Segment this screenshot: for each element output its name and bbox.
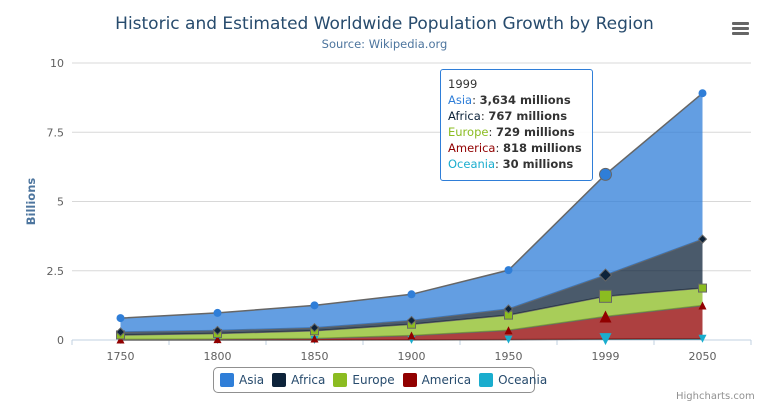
tooltip-row: America: 818 millions (448, 141, 582, 155)
x-tick-label: 2050 (689, 350, 717, 363)
y-axis-title: Billions (24, 178, 38, 226)
tooltip-value: 30 millions (502, 157, 574, 171)
marker-asia (504, 266, 513, 275)
legend: Asia Africa Europe America Oceania (213, 367, 547, 393)
x-tick-label: 1950 (495, 350, 523, 363)
legend-item-asia[interactable]: Asia (220, 373, 264, 387)
chart-title: Historic and Estimated Worldwide Populat… (115, 14, 654, 34)
marker-africa (115, 327, 126, 337)
area-asia (120, 93, 703, 332)
legend-item-europe[interactable]: Europe (333, 373, 395, 387)
tooltip-series-name: America (448, 141, 496, 155)
marker-oceania (599, 333, 612, 346)
marker-asia (213, 308, 222, 317)
chart-subtitle: Source: Wikipedia.org (321, 37, 448, 51)
tooltip-header: 1999 (448, 77, 478, 91)
marker-asia (116, 314, 125, 323)
marker-europe (698, 283, 707, 293)
legend-label: Asia (239, 373, 265, 387)
tooltip-row: Asia: 3,634 millions (448, 93, 571, 107)
legend-item-america[interactable]: America (402, 373, 472, 387)
marker-africa (406, 315, 417, 326)
marker-asia (407, 290, 416, 299)
legend-label: Africa (291, 373, 326, 387)
credits-link[interactable]: Highcharts.com (676, 391, 755, 402)
marker-asia (599, 167, 612, 181)
marker-africa (309, 323, 320, 333)
x-tick-label: 1800 (204, 350, 232, 363)
tooltip-series-name: Europe (448, 125, 489, 139)
y-tick-label: 0 (57, 334, 64, 347)
area-africa (120, 239, 703, 335)
y-tick-label: 7.5 (47, 126, 65, 139)
marker-america (504, 326, 513, 335)
legend-label: America (421, 373, 472, 387)
marker-africa (212, 325, 223, 336)
x-tick-label: 1850 (301, 350, 329, 363)
marker-europe (599, 289, 612, 303)
legend-swatch (479, 373, 494, 387)
marker-america (599, 310, 612, 323)
marker-america (407, 331, 416, 340)
tooltip-series-name: Oceania (448, 157, 496, 171)
legend-label: Europe (352, 373, 395, 387)
tooltip-value: 729 millions (495, 125, 575, 139)
marker-africa (697, 234, 708, 244)
tooltip-series-name: Africa (448, 109, 481, 123)
marker-asia (698, 89, 707, 98)
legend-item-africa[interactable]: Africa (272, 373, 325, 387)
y-tick-label: 10 (50, 57, 64, 70)
area-america (120, 305, 703, 340)
marker-oceania (698, 334, 707, 343)
legend-item-oceania[interactable]: Oceania (479, 373, 547, 387)
marker-america (698, 301, 707, 310)
tooltip-row: Africa: 767 millions (448, 109, 568, 123)
marker-america (213, 335, 222, 344)
marker-africa (598, 268, 613, 282)
hamburger-menu-icon[interactable] (732, 22, 749, 37)
marker-asia (310, 301, 319, 310)
y-tick-label: 5 (57, 196, 64, 209)
legend-swatch (220, 373, 234, 387)
x-tick-label: 1750 (107, 350, 135, 363)
tooltip-value: 767 millions (488, 109, 568, 123)
legend-swatch (402, 373, 417, 387)
y-tick-label: 2.5 (47, 265, 65, 278)
tooltip: 1999 Asia: 3,634 millions Africa: 767 mil… (440, 69, 593, 181)
marker-africa (503, 304, 514, 314)
marker-oceania (504, 335, 513, 344)
legend-label: Oceania (498, 373, 548, 387)
marker-america (116, 335, 125, 344)
tooltip-value: 818 millions (502, 141, 582, 155)
x-tick-label: 1999 (592, 350, 620, 363)
tooltip-row: Oceania: 30 millions (448, 157, 574, 171)
tooltip-row: Europe: 729 millions (448, 125, 575, 139)
tooltip-value: 3,634 millions (479, 93, 571, 107)
legend-swatch (272, 373, 287, 387)
legend-swatch (333, 373, 348, 387)
x-tick-label: 1900 (398, 350, 426, 363)
marker-america (310, 334, 319, 343)
tooltip-series-name: Asia (448, 93, 473, 107)
